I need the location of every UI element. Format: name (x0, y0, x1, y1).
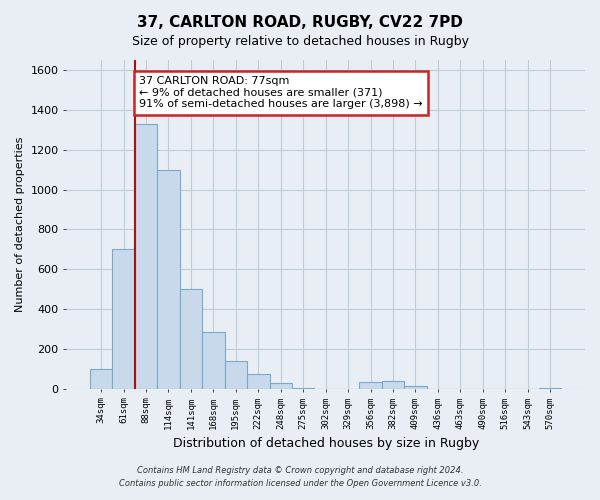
Bar (359, 382, 382, 389)
X-axis label: Distribution of detached houses by size in Rugby: Distribution of detached houses by size … (173, 437, 479, 450)
Text: 37, CARLTON ROAD, RUGBY, CV22 7PD: 37, CARLTON ROAD, RUGBY, CV22 7PD (137, 15, 463, 30)
Bar (269, 383, 292, 389)
Bar (247, 374, 269, 389)
Bar (157, 170, 180, 389)
Bar (112, 250, 135, 389)
Text: 37 CARLTON ROAD: 77sqm
← 9% of detached houses are smaller (371)
91% of semi-det: 37 CARLTON ROAD: 77sqm ← 9% of detached … (139, 76, 423, 110)
Bar (224, 361, 247, 389)
Bar (539, 388, 562, 389)
Bar (404, 386, 427, 389)
Bar (90, 369, 112, 389)
Bar (382, 381, 404, 389)
Bar (202, 332, 224, 389)
Bar (135, 124, 157, 389)
Text: Contains HM Land Registry data © Crown copyright and database right 2024.
Contai: Contains HM Land Registry data © Crown c… (119, 466, 481, 487)
Bar (180, 289, 202, 389)
Bar (292, 388, 314, 389)
Y-axis label: Number of detached properties: Number of detached properties (15, 136, 25, 312)
Text: Size of property relative to detached houses in Rugby: Size of property relative to detached ho… (131, 35, 469, 48)
